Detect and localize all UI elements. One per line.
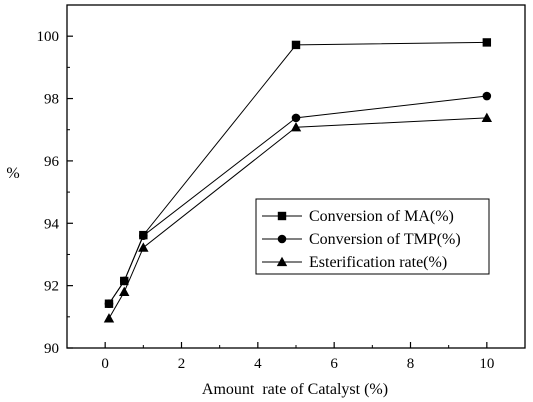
x-tick-label: 10 (479, 356, 494, 372)
x-tick-label: 2 (178, 356, 186, 372)
legend: Conversion of MA(%) Conversion of TMP(%) E… (255, 198, 490, 275)
y-tick-label: 94 (44, 216, 60, 232)
x-axis-ticks: 0 2 4 6 8 10 (101, 342, 494, 372)
data-point-square (291, 40, 301, 50)
data-point-circle (139, 231, 148, 241)
legend-label: Conversion of TMP(%) (309, 231, 461, 248)
legend-label: Conversion of MA(%) (309, 208, 454, 225)
y-tick-label: 98 (44, 92, 59, 108)
data-point-square (482, 38, 492, 47)
x-tick-label: 0 (101, 356, 109, 372)
series-layer (103, 38, 493, 323)
y-tick-label: 96 (44, 154, 60, 170)
x-axis-title: Amount rate of Catalyst (%) (202, 381, 388, 398)
legend-marker-triangle (276, 256, 288, 267)
data-point-triangle (103, 313, 115, 323)
data-point-circle (119, 276, 129, 286)
legend-label: Esterification rate(%) (309, 254, 447, 271)
plot-frame (66, 4, 526, 349)
y-tick-label: 100 (37, 29, 60, 45)
y-axis-title: % (6, 165, 19, 182)
y-tick-label: 90 (44, 341, 59, 357)
legend-marker-circle (277, 234, 287, 244)
data-point-circle (291, 113, 301, 123)
y-tick-label: 92 (44, 279, 59, 295)
data-point-triangle (138, 242, 149, 252)
series-triangle (103, 112, 493, 323)
data-point-triangle (290, 122, 302, 132)
data-point-triangle (481, 112, 493, 123)
x-tick-label: 4 (254, 356, 262, 372)
legend-marker-square (277, 211, 287, 221)
data-point-circle (482, 91, 492, 101)
data-point-triangle (119, 286, 130, 297)
data-point-circle (104, 299, 114, 309)
x-tick-label: 6 (330, 356, 338, 372)
series-circle (104, 91, 492, 309)
y-axis-ticks: 90 92 94 96 98 100 (37, 4, 73, 357)
x-tick-label: 8 (407, 356, 415, 372)
